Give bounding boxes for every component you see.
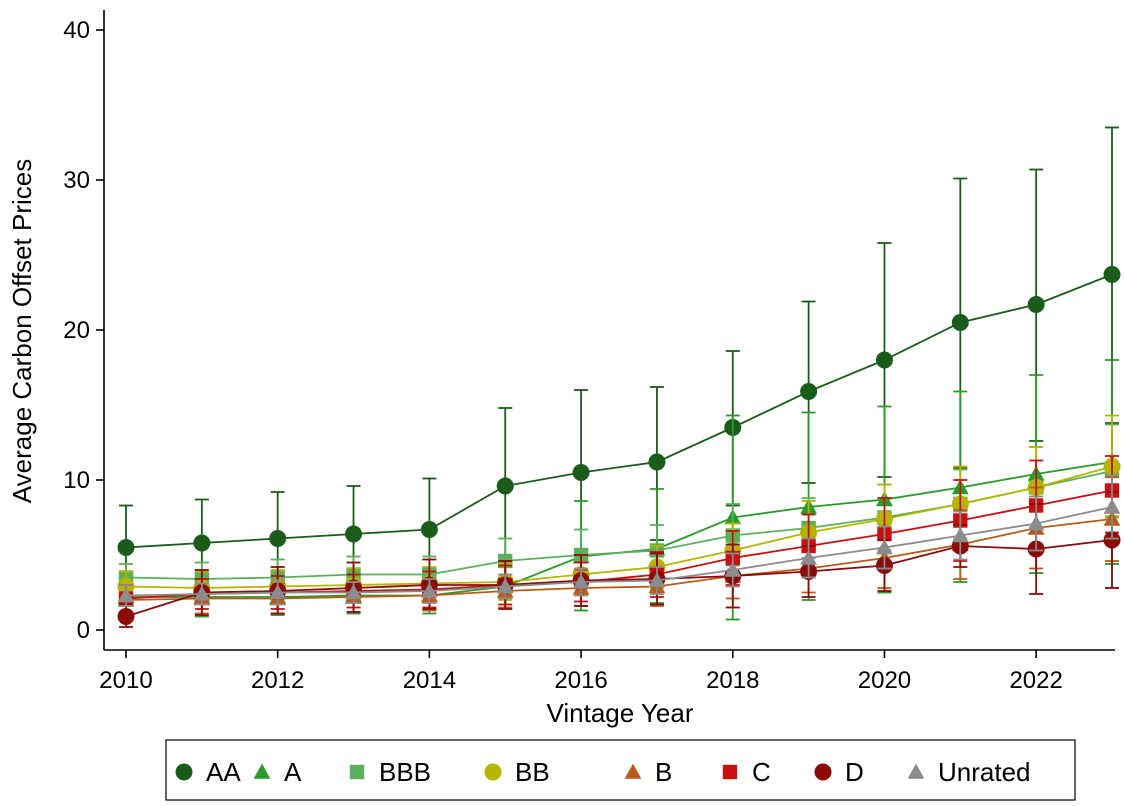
data-point bbox=[1103, 531, 1121, 549]
data-point bbox=[420, 521, 438, 538]
data-point bbox=[1027, 296, 1045, 313]
data-point bbox=[800, 383, 818, 400]
data-point bbox=[951, 314, 969, 331]
y-axis-title: Average Carbon Offset Prices bbox=[7, 159, 37, 503]
series-line bbox=[125, 273, 1113, 549]
x-tick-label: 2018 bbox=[706, 667, 759, 694]
legend-label: D bbox=[845, 757, 864, 787]
legend-marker bbox=[253, 763, 271, 779]
legend-item-d: D bbox=[814, 757, 864, 787]
data-point bbox=[496, 578, 514, 594]
data-point bbox=[572, 464, 590, 481]
data-point bbox=[800, 549, 818, 565]
series-line bbox=[125, 539, 1113, 618]
legend-item-aa: AA bbox=[175, 757, 241, 787]
legend-marker bbox=[907, 763, 925, 779]
data-point bbox=[572, 573, 590, 589]
data-point bbox=[648, 453, 666, 471]
legend-label: A bbox=[284, 757, 302, 787]
series-aa bbox=[117, 126, 1121, 589]
y-tick-label: 10 bbox=[63, 467, 90, 494]
legend-marker bbox=[814, 763, 832, 781]
legend-marker bbox=[722, 764, 738, 780]
series-unrated bbox=[117, 474, 1121, 607]
legend-item-unrated: Unrated bbox=[907, 757, 1031, 787]
data-point bbox=[269, 530, 287, 547]
legend-marker bbox=[484, 763, 502, 781]
legend-box bbox=[165, 739, 1076, 801]
series-line bbox=[125, 465, 1113, 589]
legend-label: BBB bbox=[379, 757, 431, 787]
legend-label: B bbox=[655, 757, 672, 787]
data-point bbox=[117, 539, 135, 556]
y-tick-label: 0 bbox=[77, 617, 90, 644]
data-point bbox=[648, 572, 666, 588]
x-tick-label: 2016 bbox=[554, 667, 607, 694]
legend-item-bb: BB bbox=[484, 757, 550, 787]
series-line bbox=[125, 518, 1113, 601]
legend-item-c: C bbox=[722, 757, 771, 787]
y-tick-label: 20 bbox=[63, 317, 90, 344]
y-tick-label: 30 bbox=[63, 167, 90, 194]
data-point bbox=[420, 582, 438, 598]
data-point bbox=[193, 585, 211, 601]
y-tick-label: 40 bbox=[63, 17, 90, 44]
data-point bbox=[117, 587, 135, 603]
data-point bbox=[345, 584, 362, 600]
axes: 0 10 20 30 40 2010 2012 2014 2016 2018 2020 2022 bbox=[63, 10, 1115, 694]
x-tick-label: 2012 bbox=[251, 667, 304, 694]
legend-item-a: A bbox=[253, 757, 302, 787]
series-bb bbox=[117, 414, 1121, 606]
data-point bbox=[117, 608, 135, 625]
legend-label: Unrated bbox=[938, 757, 1031, 787]
legend-item-bbb: BBB bbox=[349, 757, 431, 787]
legend-label: C bbox=[752, 757, 771, 787]
x-tick-label: 2014 bbox=[403, 667, 456, 694]
data-point bbox=[1027, 515, 1045, 531]
x-tick-label: 2010 bbox=[99, 667, 152, 694]
data-point bbox=[496, 477, 514, 495]
data-point bbox=[724, 561, 742, 577]
legend-label: AA bbox=[206, 757, 241, 787]
data-point bbox=[876, 539, 893, 555]
x-tick-label: 2022 bbox=[1009, 667, 1062, 694]
data-point bbox=[875, 351, 893, 369]
series-d bbox=[117, 491, 1121, 628]
data-point bbox=[193, 534, 211, 552]
legend-label: BB bbox=[515, 757, 550, 787]
legend-marker bbox=[175, 763, 193, 781]
x-axis-title: Vintage Year bbox=[547, 698, 694, 728]
x-tick-label: 2020 bbox=[858, 667, 911, 694]
data-point bbox=[1103, 498, 1121, 514]
legend-item-b: B bbox=[624, 757, 672, 787]
data-point bbox=[1103, 266, 1121, 283]
legend-marker bbox=[349, 764, 365, 780]
data-point bbox=[269, 584, 287, 600]
series-line bbox=[125, 506, 1113, 597]
data-point bbox=[951, 527, 969, 543]
data-point bbox=[345, 525, 363, 543]
legend-marker bbox=[624, 763, 642, 779]
legend: AA A BBB BB B C D Unrated bbox=[165, 739, 1076, 801]
plot-area bbox=[117, 126, 1121, 628]
